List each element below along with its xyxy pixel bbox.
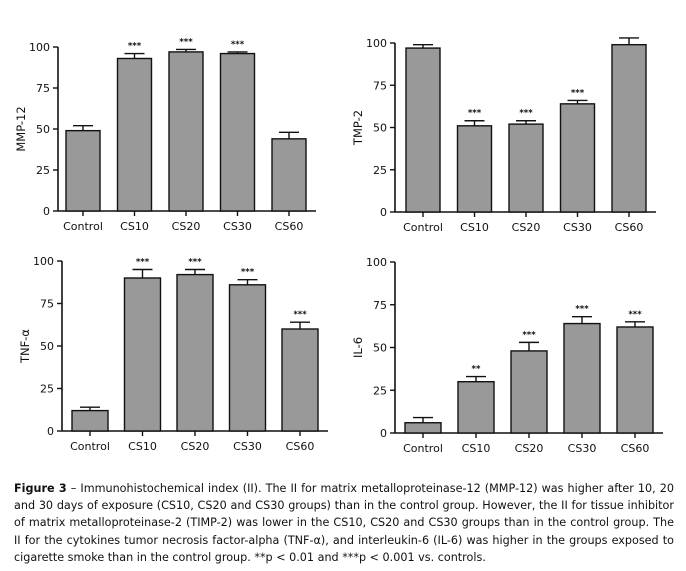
- y-tick-label: 0: [43, 205, 50, 218]
- y-tick-label: 25: [373, 164, 387, 177]
- significance-mark: ***: [128, 42, 142, 52]
- y-axis-label: TNF-α: [18, 329, 32, 364]
- bar-control: [404, 422, 442, 434]
- y-tick-label: 100: [366, 256, 387, 269]
- y-tick-label: 75: [36, 82, 50, 95]
- y-tick-label: 0: [47, 425, 54, 438]
- y-tick-label: 100: [29, 41, 50, 54]
- x-tick-label: Control: [403, 442, 443, 455]
- bar-cs30: [563, 322, 601, 434]
- bar-cs10: [456, 125, 493, 213]
- x-tick-label: CS10: [462, 442, 491, 455]
- y-tick-label: 100: [33, 255, 54, 268]
- bar-cs20: [168, 51, 204, 212]
- x-tick-label: CS10: [460, 221, 489, 234]
- significance-mark: ***: [136, 258, 150, 268]
- bar-cs60: [271, 138, 307, 212]
- x-tick-label: CS30: [233, 440, 262, 453]
- x-tick-label: CS10: [120, 220, 149, 233]
- x-tick-label: CS30: [568, 442, 597, 455]
- bar-cs60: [281, 328, 319, 432]
- significance-mark: ***: [571, 88, 585, 98]
- chart-panel-4: 0 25 50 75 100 IL-6 Control ** CS10 *** CS20 *** CS3…: [351, 256, 663, 455]
- bar-cs30: [228, 284, 267, 432]
- significance-mark: ***: [293, 310, 307, 320]
- x-tick-label: CS20: [512, 221, 541, 234]
- bar-control: [71, 409, 109, 432]
- x-tick-label: Control: [403, 221, 443, 234]
- y-tick-label: 50: [36, 123, 50, 136]
- bar-control: [405, 47, 441, 213]
- y-axis-label: IL-6: [351, 337, 365, 358]
- y-tick-label: 0: [380, 206, 387, 219]
- bar-cs20: [508, 123, 544, 213]
- y-tick-label: 75: [373, 79, 387, 92]
- x-tick-label: Control: [70, 440, 110, 453]
- x-tick-label: CS20: [181, 440, 210, 453]
- bar-cs10: [457, 381, 495, 434]
- bar-control: [65, 129, 101, 212]
- chart-panel-2: 0 25 50 75 100 TMP-2 Control *** CS10 *** CS20 *** C…: [351, 37, 656, 234]
- bar-cs20: [510, 350, 548, 434]
- significance-mark: ***: [468, 109, 482, 119]
- significance-mark: ***: [519, 109, 533, 119]
- y-tick-label: 0: [380, 427, 387, 440]
- bar-cs30: [559, 103, 596, 213]
- y-tick-label: 25: [373, 384, 387, 397]
- y-tick-label: 50: [40, 340, 54, 353]
- significance-mark: ***: [241, 268, 255, 278]
- y-axis-label: TMP-2: [351, 110, 365, 146]
- bar-cs60: [616, 326, 654, 434]
- chart-panel-3: 0 25 50 75 100 TNF-α Control *** CS10 *** CS20 *** C…: [18, 255, 328, 453]
- x-tick-label: CS20: [172, 220, 201, 233]
- bar-cs20: [176, 273, 214, 432]
- significance-mark: ***: [628, 310, 642, 320]
- y-tick-label: 75: [40, 298, 54, 311]
- x-tick-label: CS30: [223, 220, 252, 233]
- y-tick-label: 25: [36, 164, 50, 177]
- significance-mark: ***: [179, 37, 193, 47]
- bar-cs60: [611, 43, 647, 213]
- x-tick-label: CS60: [615, 221, 644, 234]
- x-tick-label: CS10: [128, 440, 157, 453]
- y-tick-label: 100: [366, 37, 387, 50]
- significance-mark: **: [472, 365, 481, 375]
- y-tick-label: 25: [40, 383, 54, 396]
- caption-text: – Immunohistochemical index (II). The II…: [14, 482, 674, 564]
- x-tick-label: CS60: [286, 440, 315, 453]
- bar-cs10: [123, 277, 162, 432]
- x-tick-label: CS60: [275, 220, 304, 233]
- y-axis-label: MMP-12: [14, 106, 28, 151]
- chart-panel-1: 0 25 50 75 100 MMP-12 Control *** CS10 *** CS20 ***…: [14, 37, 316, 233]
- bar-cs10: [116, 57, 153, 212]
- x-tick-label: CS60: [621, 442, 650, 455]
- significance-mark: ***: [188, 258, 202, 268]
- y-tick-label: 75: [373, 299, 387, 312]
- figure-caption: Figure 3 – Immunohistochemical index (II…: [14, 480, 674, 566]
- figure-label: Figure 3: [14, 482, 67, 495]
- significance-mark: ***: [231, 40, 245, 50]
- significance-mark: ***: [522, 330, 536, 340]
- y-tick-label: 50: [373, 122, 387, 135]
- bar-cs30: [219, 52, 256, 212]
- x-tick-label: CS20: [515, 442, 544, 455]
- significance-mark: ***: [575, 305, 589, 315]
- figure-panels: 0255075100MMP-12Control***CS10***CS20***…: [14, 37, 663, 455]
- x-tick-label: Control: [63, 220, 103, 233]
- x-tick-label: CS30: [563, 221, 592, 234]
- y-tick-label: 50: [373, 342, 387, 355]
